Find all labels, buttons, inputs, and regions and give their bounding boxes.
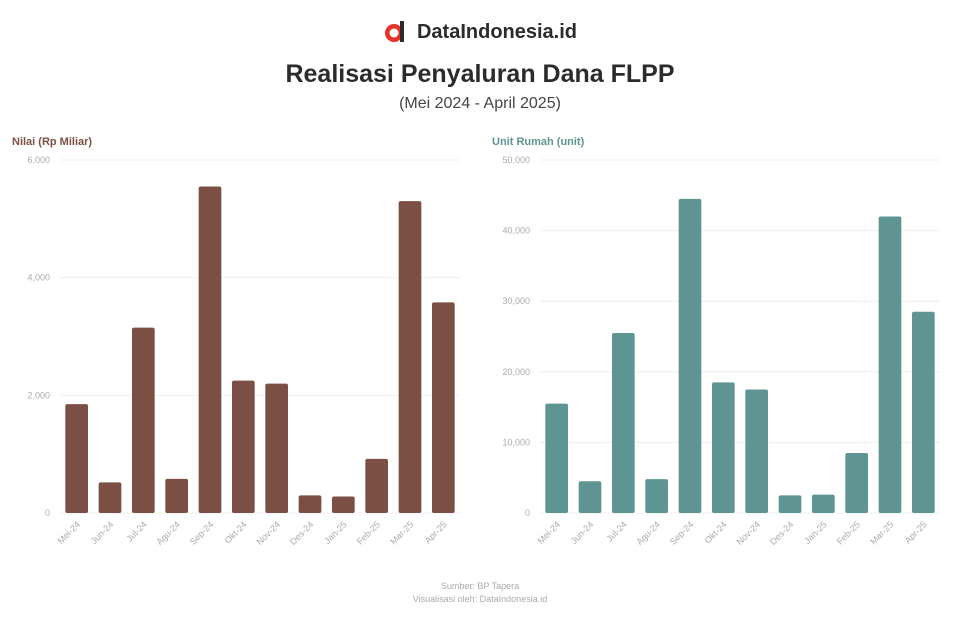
x-tick-label: Jul-24 xyxy=(604,519,628,543)
bar xyxy=(232,380,255,513)
x-tick-label: Jun-24 xyxy=(89,519,116,546)
bar xyxy=(365,458,388,513)
brand: DataIndonesia.id xyxy=(0,20,960,44)
brand-name: DataIndonesia.id xyxy=(416,20,578,43)
bar xyxy=(878,216,902,513)
x-tick-label: Des-24 xyxy=(288,519,316,547)
bar xyxy=(165,478,188,513)
bar xyxy=(265,383,288,513)
y-axis-label: Nilai (Rp Miliar) xyxy=(12,136,92,148)
y-tick-label: 0 xyxy=(45,508,50,518)
y-tick-label: 10,000 xyxy=(502,437,530,447)
x-tick-label: Jan-25 xyxy=(322,519,349,546)
y-tick-label: 20,000 xyxy=(502,367,530,377)
bar xyxy=(578,481,602,513)
x-tick-label: Sep-24 xyxy=(668,519,696,547)
bar xyxy=(98,482,122,513)
bar xyxy=(678,198,702,513)
bar xyxy=(912,311,935,513)
y-tick-label: 6,000 xyxy=(27,155,50,165)
x-tick-label: Okt-24 xyxy=(703,519,729,545)
x-tick-label: Nov-24 xyxy=(734,519,762,547)
bar xyxy=(132,327,155,513)
source-text: Sumber: BP Tapera xyxy=(440,581,520,591)
y-tick-label: 4,000 xyxy=(27,273,50,283)
x-tick-label: Feb-25 xyxy=(835,519,862,546)
bar xyxy=(845,452,868,513)
bar xyxy=(198,186,222,513)
x-tick-label: Des-24 xyxy=(768,519,796,547)
x-tick-label: Jul-24 xyxy=(124,519,148,543)
x-tick-label: Jun-24 xyxy=(569,519,596,546)
x-tick-label: Mar-25 xyxy=(388,519,415,546)
bar xyxy=(712,382,735,513)
y-tick-label: 2,000 xyxy=(27,390,50,400)
y-tick-label: 40,000 xyxy=(502,226,530,236)
bar xyxy=(332,496,355,513)
x-tick-label: Mei-24 xyxy=(56,519,83,546)
bar xyxy=(65,404,88,513)
bar xyxy=(298,495,322,513)
bar xyxy=(645,479,668,513)
chart-right: Unit Rumah (unit) 0 10,000 20,000 30,000 40,0… xyxy=(492,136,940,547)
y-tick-label: 0 xyxy=(525,508,530,518)
y-tick-label: 30,000 xyxy=(502,296,530,306)
x-tick-label: Agu-24 xyxy=(154,519,182,547)
x-tick-label: Mar-25 xyxy=(868,519,895,546)
footer-note: Visualisasi oleh: DataIndonesia.id xyxy=(412,594,548,604)
x-tick-label: Agu-24 xyxy=(634,519,662,547)
x-tick-label: Sep-24 xyxy=(188,519,216,547)
y-axis-label: Unit Rumah (unit) xyxy=(492,136,585,148)
bar xyxy=(745,389,768,513)
bar xyxy=(545,403,568,513)
x-tick-label: Jan-25 xyxy=(802,519,829,546)
bar xyxy=(778,495,802,513)
bar xyxy=(812,494,835,513)
x-tick-label: Apr-25 xyxy=(423,519,449,545)
chart-title: Realisasi Penyaluran Dana FLPP xyxy=(285,60,675,88)
x-tick-label: Okt-24 xyxy=(223,519,249,545)
x-tick-label: Mei-24 xyxy=(536,519,563,546)
x-tick-label: Nov-24 xyxy=(254,519,282,547)
bar xyxy=(398,201,422,513)
chart-subtitle: (Mei 2024 - April 2025) xyxy=(399,95,561,112)
bar xyxy=(612,332,635,513)
x-tick-label: Apr-25 xyxy=(903,519,929,545)
y-tick-label: 50,000 xyxy=(502,155,530,165)
footer: Sumber: BP Tapera Visualisasi oleh: Data… xyxy=(0,580,960,606)
bar xyxy=(432,302,455,513)
x-tick-label: Feb-25 xyxy=(355,519,382,546)
dataindonesia-logo-icon xyxy=(384,21,404,42)
